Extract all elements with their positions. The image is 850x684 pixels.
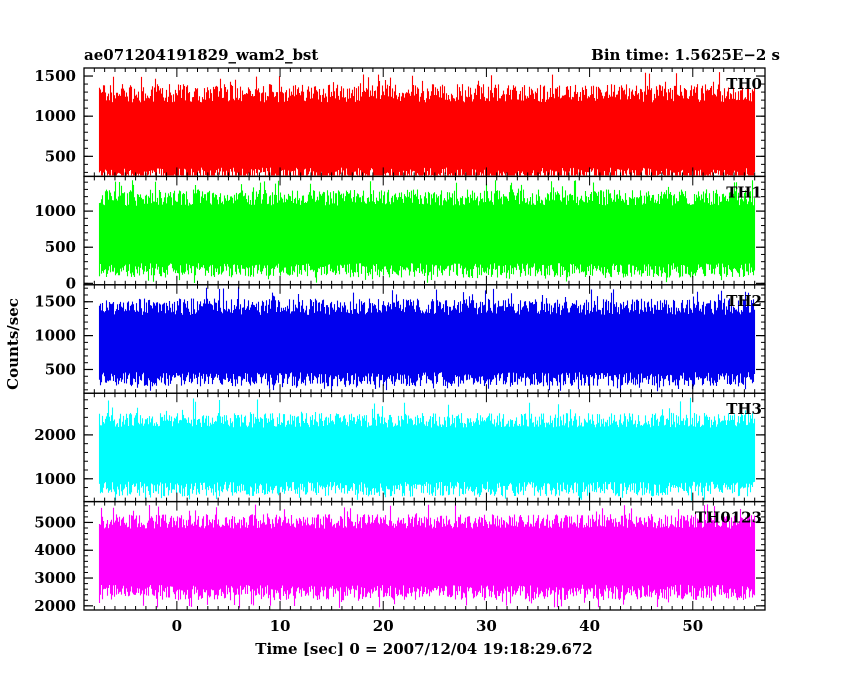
- y-tick-label: 1500: [34, 293, 76, 311]
- y-tick-label: 1500: [34, 67, 76, 85]
- y-tick-label: 500: [45, 360, 76, 378]
- series-th0123-line: [98, 504, 756, 608]
- panel-label-th2: TH2: [726, 292, 762, 310]
- x-tick-label: 50: [682, 617, 703, 635]
- x-tick-label: 40: [579, 617, 600, 635]
- panel-th2: 500 1000 1500 TH2: [34, 284, 766, 394]
- panel-label-th3: TH3: [726, 400, 762, 418]
- series-th1-line: [98, 180, 756, 283]
- bin-time-label: Bin time: 1.5625E−2 s: [591, 46, 780, 64]
- series-th0-line: [98, 72, 756, 176]
- y-axis-label: Counts/sec: [4, 298, 22, 390]
- chart-title: ae071204191829_wam2_bst: [84, 46, 318, 64]
- y-tick-label: 1000: [34, 107, 76, 125]
- series-th3-line: [98, 397, 756, 501]
- x-tick-label: 30: [476, 617, 497, 635]
- y-tick-label: 500: [45, 147, 76, 165]
- y-tick-label: 4000: [34, 541, 76, 559]
- x-tick-label: 20: [373, 617, 394, 635]
- y-tick-label: 0: [66, 274, 76, 292]
- panel-th0123: 2000 3000 4000 5000 TH0123: [34, 500, 766, 615]
- x-tick-label: 10: [270, 617, 291, 635]
- y-tick-label: 5000: [34, 513, 76, 531]
- y-tick-label: 500: [45, 238, 76, 256]
- panel-th3: 1000 2000 TH3: [34, 392, 766, 503]
- panels-group: 500 1000 1500 TH0 0 500 1000 TH1 500 1000 1500 TH2 1…: [34, 67, 766, 615]
- y-tick-label: 1000: [34, 202, 76, 220]
- panel-label-th0123: TH0123: [695, 509, 762, 527]
- x-ticks-group: 0 10 20 30 40 50: [172, 617, 704, 635]
- y-tick-label: 1000: [34, 327, 76, 345]
- y-tick-label: 2000: [34, 597, 76, 615]
- panel-label-th0: TH0: [726, 75, 762, 93]
- x-tick-label: 0: [172, 617, 182, 635]
- x-axis-label: Time [sec] 0 = 2007/12/04 19:18:29.672: [255, 640, 592, 658]
- panel-th0: 500 1000 1500 TH0: [34, 67, 766, 178]
- panel-th1: 0 500 1000 TH1: [34, 175, 766, 292]
- y-tick-label: 2000: [34, 426, 76, 444]
- y-tick-label: 1000: [34, 470, 76, 488]
- series-th2-line: [98, 287, 756, 392]
- y-tick-label: 3000: [34, 569, 76, 587]
- panel-label-th1: TH1: [726, 183, 762, 201]
